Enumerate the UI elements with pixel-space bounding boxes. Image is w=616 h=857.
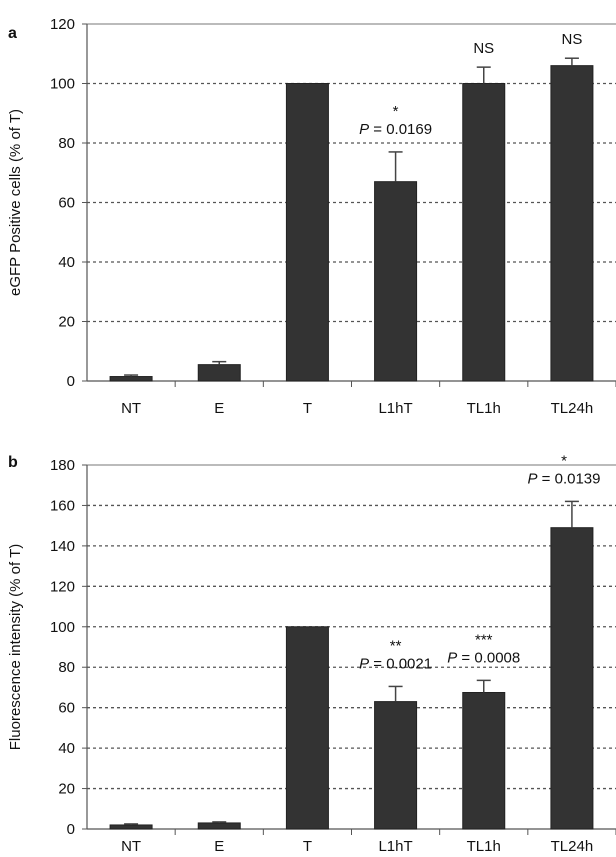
annotation-p-value: P = 0.0169 — [359, 121, 432, 138]
y-tick-label: 120 — [50, 16, 75, 33]
category-label-TL1h: TL1h — [467, 400, 501, 417]
y-tick-label: 20 — [58, 781, 75, 798]
panel-label: a — [8, 25, 17, 42]
y-tick-label: 60 — [58, 195, 75, 212]
category-label-L1hT: L1hT — [378, 838, 412, 855]
annotation-stars: * — [393, 103, 399, 120]
y-tick-label: 80 — [58, 659, 75, 676]
y-tick-label: 120 — [50, 578, 75, 595]
bar-T — [285, 626, 329, 830]
bar-TL1h — [462, 692, 506, 830]
bar-L1hT — [374, 701, 418, 830]
chart-panel-a: a 0 20 40 60 80 100 120 NT E T L1hT TL1h TL24h eGFP Po… — [7, 16, 616, 417]
bar-T — [285, 83, 329, 382]
y-tick-label: 0 — [67, 821, 75, 838]
y-tick-label: 140 — [50, 538, 75, 555]
y-tick-label: 160 — [50, 497, 75, 514]
y-tick-label: 100 — [50, 619, 75, 636]
category-label-E: E — [214, 838, 224, 855]
category-label-TL24h: TL24h — [551, 838, 594, 855]
y-tick-label: 20 — [58, 314, 75, 331]
category-label-NT: NT — [121, 400, 141, 417]
y-tick-label: 0 — [67, 373, 75, 390]
y-axis-label: Fluorescence intensity (% of T) — [7, 544, 24, 750]
category-label-TL1h: TL1h — [467, 838, 501, 855]
y-axis-label: eGFP Positive cells (% of T) — [7, 109, 24, 296]
category-label-T: T — [303, 838, 312, 855]
y-tick-label: 100 — [50, 76, 75, 93]
annotation-p-value: P = 0.0021 — [359, 655, 432, 672]
bar-NT — [109, 824, 153, 830]
bar-L1hT — [374, 181, 418, 382]
chart-panel-b: b 0 20 40 60 80 100 120 140 160 180 NT E T L1hT TL1h TL2… — [7, 452, 616, 855]
y-tick-label: 180 — [50, 457, 75, 474]
category-label-E: E — [214, 400, 224, 417]
category-label-L1hT: L1hT — [378, 400, 412, 417]
bar-E — [197, 822, 241, 830]
bar-TL24h — [550, 527, 594, 830]
annotation-ns: NS — [473, 40, 494, 57]
panel-label: b — [8, 454, 18, 471]
bar-TL1h — [462, 83, 506, 382]
bar-TL24h — [550, 65, 594, 382]
y-tick-label: 40 — [58, 740, 75, 757]
category-label-NT: NT — [121, 838, 141, 855]
annotation-ns: NS — [561, 31, 582, 48]
annotation-p-value: P = 0.0139 — [528, 470, 601, 487]
y-tick-label: 40 — [58, 254, 75, 271]
y-tick-label: 80 — [58, 135, 75, 152]
annotation-stars: * — [561, 452, 567, 469]
bar-E — [197, 364, 241, 382]
category-label-TL24h: TL24h — [551, 400, 594, 417]
annotation-stars: *** — [475, 631, 493, 648]
category-label-T: T — [303, 400, 312, 417]
annotation-stars: ** — [390, 637, 402, 654]
y-tick-label: 60 — [58, 700, 75, 717]
annotation-p-value: P = 0.0008 — [447, 649, 520, 666]
bar-NT — [109, 376, 153, 382]
